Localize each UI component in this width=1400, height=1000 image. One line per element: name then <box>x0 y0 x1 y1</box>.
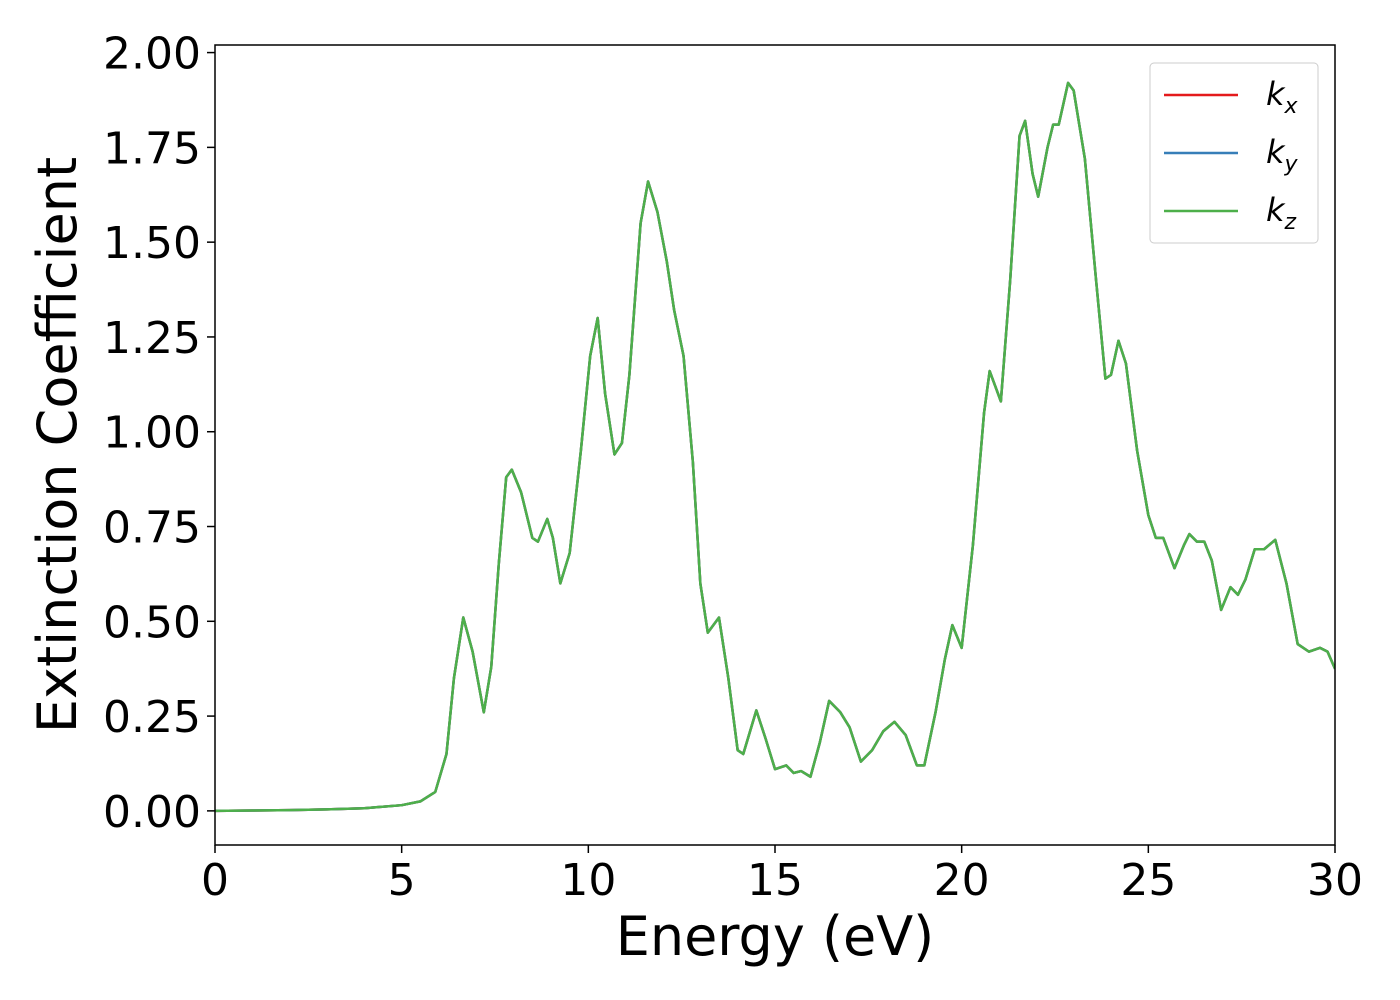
x-tick-label: 20 <box>934 855 990 906</box>
plot-frame <box>214 44 1336 846</box>
legend-label-sub: y <box>1284 152 1299 177</box>
y-tick-label: 2.00 <box>103 29 201 80</box>
y-tick-label: 1.50 <box>103 218 201 269</box>
legend-label: kz <box>1266 191 1297 235</box>
y-tick-label: 0.75 <box>103 503 201 554</box>
y-tick-label: 0.25 <box>103 692 201 743</box>
legend-label-main: k <box>1266 191 1286 229</box>
legend-label-sub: x <box>1284 94 1299 119</box>
legend-label-main: k <box>1266 133 1286 171</box>
series-line <box>215 81 1335 813</box>
y-tick-label: 0.50 <box>103 597 201 648</box>
y-tick-label: 1.75 <box>103 123 201 174</box>
x-tick-label: 0 <box>201 855 229 906</box>
x-tick-label: 15 <box>747 855 803 906</box>
legend-label-sub: z <box>1284 210 1297 235</box>
y-tick-label: 1.25 <box>103 313 201 364</box>
legend-label: kx <box>1266 75 1299 119</box>
y-tick-label: 1.00 <box>103 408 201 459</box>
y-axis-label: Extinction Coefficient <box>26 157 89 733</box>
x-tick-label: 10 <box>560 855 616 906</box>
legend-label-main: k <box>1266 75 1286 113</box>
legend-label: ky <box>1266 133 1299 177</box>
y-tick-label: 0.00 <box>103 787 201 838</box>
x-tick-label: 25 <box>1120 855 1176 906</box>
x-tick-label: 5 <box>388 855 416 906</box>
x-axis-label: Energy (eV) <box>616 905 935 968</box>
x-tick-label: 30 <box>1307 855 1363 906</box>
